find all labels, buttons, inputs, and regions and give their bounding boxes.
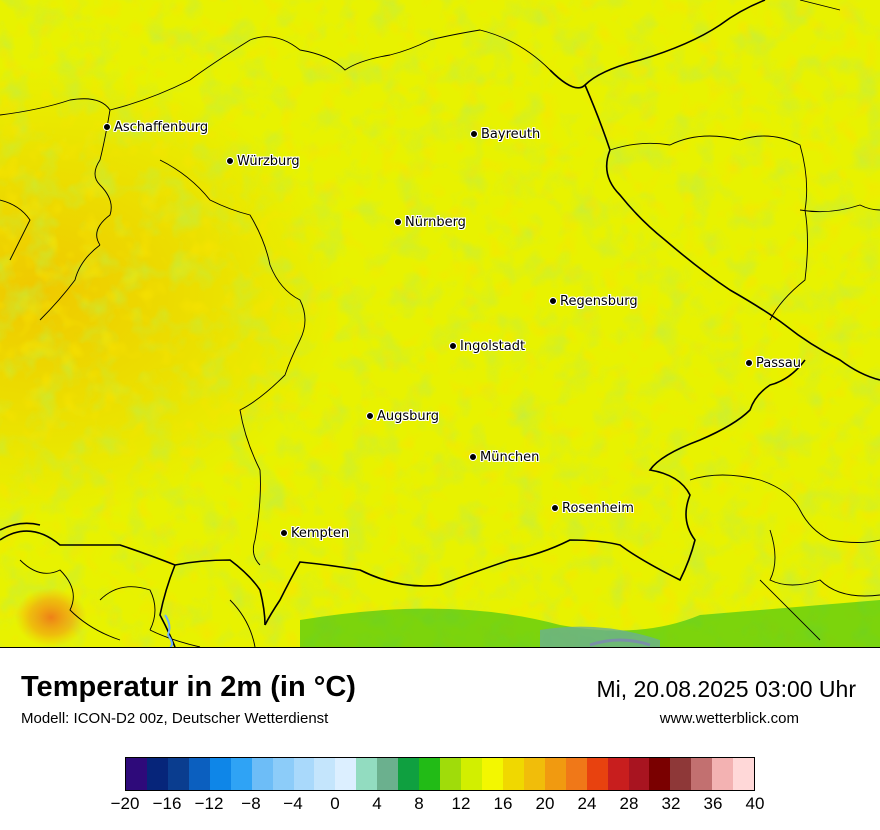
- legend-swatch: [419, 758, 441, 790]
- legend-swatch: [544, 758, 566, 790]
- legend-swatch: [607, 758, 629, 790]
- website-link[interactable]: www.wetterblick.com: [659, 710, 799, 727]
- legend-tick-label: 0: [330, 794, 340, 813]
- city-label: Regensburg: [560, 293, 638, 309]
- legend-swatch: [628, 758, 650, 790]
- legend-tick-label: −8: [241, 794, 261, 813]
- legend-swatch: [188, 758, 210, 790]
- city-dot: [549, 297, 557, 305]
- legend-swatch: [712, 758, 734, 790]
- city-marker: Kempten: [280, 525, 349, 541]
- legend-swatch: [649, 758, 671, 790]
- city-dot: [449, 342, 457, 350]
- city-dot: [470, 130, 478, 138]
- legend-tick-label: 40: [745, 794, 765, 813]
- legend-swatch: [670, 758, 692, 790]
- city-marker: München: [469, 449, 539, 465]
- river: [164, 614, 174, 647]
- city-marker: Augsburg: [366, 408, 439, 424]
- legend-swatch: [251, 758, 273, 790]
- legend-tick-label: 20: [535, 794, 555, 813]
- legend-swatch: [523, 758, 545, 790]
- city-dot: [394, 218, 402, 226]
- legend-swatch: [691, 758, 713, 790]
- lake: [589, 638, 651, 647]
- color-legend: [125, 757, 755, 791]
- alpine-cool-band: [300, 600, 880, 647]
- legend-swatch: [586, 758, 608, 790]
- state-borders: [0, 0, 880, 647]
- city-label: Nürnberg: [405, 214, 466, 230]
- city-label: Ingolstadt: [460, 338, 526, 354]
- legend-swatch: [293, 758, 315, 790]
- city-marker: Würzburg: [226, 153, 300, 169]
- warm-area-lake-constance: [0, 400, 300, 647]
- city-label: Passau: [756, 355, 801, 371]
- city-marker: Passau: [745, 355, 801, 371]
- legend-swatch: [377, 758, 399, 790]
- city-label: Aschaffenburg: [114, 119, 209, 135]
- city-label: Bayreuth: [481, 126, 541, 142]
- legend-swatch: [314, 758, 336, 790]
- legend-swatch: [356, 758, 378, 790]
- legend-tick-label: 36: [703, 794, 723, 813]
- legend-tick-label: −4: [283, 794, 303, 813]
- legend-swatch: [461, 758, 482, 790]
- map-title: Temperatur in 2m (in °C): [21, 671, 356, 703]
- legend-swatch: [167, 758, 189, 790]
- city-marker: Aschaffenburg: [103, 119, 208, 135]
- legend-swatch: [440, 758, 461, 790]
- legend-swatch: [481, 758, 503, 790]
- city-label: München: [480, 449, 540, 465]
- legend-tick-label: −20: [110, 794, 140, 813]
- legend-tick-label: −12: [194, 794, 224, 813]
- city-marker: Bayreuth: [470, 126, 540, 142]
- legend-tick-label: 4: [372, 794, 382, 813]
- city-label: Würzburg: [237, 153, 300, 169]
- legend-tick-label: 32: [661, 794, 681, 813]
- forecast-datetime: Mi, 20.08.2025 03:00 Uhr: [596, 676, 856, 702]
- city-label: Augsburg: [377, 408, 440, 424]
- temperature-field: [0, 0, 880, 647]
- city-dot: [280, 529, 288, 537]
- city-marker: Regensburg: [549, 293, 638, 309]
- legend-tick-label: 24: [577, 794, 597, 813]
- city-marker: Rosenheim: [551, 500, 634, 516]
- legend-swatch: [272, 758, 294, 790]
- legend-tick-label: 12: [451, 794, 471, 813]
- legend-tick-label: −16: [152, 794, 182, 813]
- legend-swatch: [733, 758, 755, 790]
- city-dot: [745, 359, 753, 367]
- city-dot: [469, 453, 477, 461]
- legend-swatch: [565, 758, 587, 790]
- legend-swatch: [230, 758, 252, 790]
- city-dot: [103, 123, 111, 131]
- model-info: Modell: ICON-D2 00z, Deutscher Wetterdie…: [21, 710, 329, 727]
- legend-tick-label: 16: [493, 794, 513, 813]
- legend-tick-label: 8: [414, 794, 424, 813]
- legend-swatch: [126, 758, 147, 790]
- legend-tick-label: 28: [619, 794, 639, 813]
- city-marker: Nürnberg: [394, 214, 466, 230]
- city-dot: [551, 504, 559, 512]
- city-marker: Ingolstadt: [449, 338, 525, 354]
- city-label: Kempten: [291, 525, 350, 541]
- temperature-map: Aschaffenburg Würzburg Bayreuth Nürnberg…: [0, 0, 880, 648]
- legend-swatch: [335, 758, 357, 790]
- legend-swatch: [146, 758, 168, 790]
- country-borders: [0, 0, 880, 647]
- legend-swatch: [502, 758, 524, 790]
- legend-swatch: [398, 758, 420, 790]
- city-label: Rosenheim: [562, 500, 634, 516]
- city-dot: [366, 412, 374, 420]
- city-dot: [226, 157, 234, 165]
- legend-swatch: [209, 758, 231, 790]
